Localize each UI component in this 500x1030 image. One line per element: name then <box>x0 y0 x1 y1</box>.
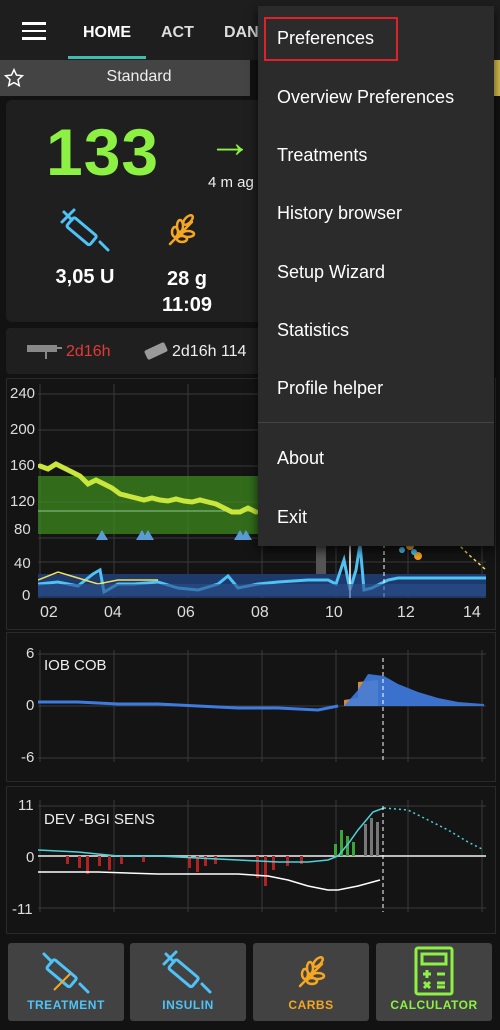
profile-bar[interactable] <box>0 60 250 96</box>
insulin-button[interactable] <box>130 943 246 1021</box>
bg-y-tick: 0 <box>22 587 31 604</box>
cob-amount: 28 g <box>166 268 208 290</box>
iob-cob-graph[interactable] <box>38 650 486 762</box>
bg-x-tick: 06 <box>177 604 195 621</box>
iob-y-tick: 0 <box>26 697 35 714</box>
iob-y-tick: -6 <box>21 749 35 766</box>
wheat-icon[interactable] <box>166 214 200 248</box>
overflow-menu <box>258 6 494 546</box>
dev-label: DEV -BGI SENS <box>44 811 155 828</box>
menu-item-preferences[interactable]: Preferences <box>277 28 375 48</box>
menu-item-highlight <box>264 17 398 61</box>
bg-y-tick: 160 <box>10 457 36 474</box>
insulin-icon <box>162 950 212 994</box>
calculator-label: CALCULATOR <box>390 998 478 1012</box>
cannula-age[interactable]: 2d16h <box>66 343 111 360</box>
carbs-button[interactable] <box>253 943 369 1021</box>
bg-value[interactable]: 133 <box>46 115 160 189</box>
iob-y-tick: 6 <box>26 645 35 662</box>
carbs-label: CARBS <box>288 998 334 1012</box>
calculator-icon <box>414 946 454 996</box>
bg-y-tick: 80 <box>14 521 31 538</box>
iob-cob-label: IOB COB <box>44 657 107 674</box>
tab-home[interactable]: HOME <box>83 24 131 41</box>
iob-value[interactable]: 3,05 U <box>55 266 115 288</box>
bg-x-tick: 08 <box>251 604 269 621</box>
menu-divider <box>258 422 494 423</box>
dev-y-tick: 11 <box>18 797 34 814</box>
tab-indicator <box>68 56 146 59</box>
time-ago: 4 m ag <box>208 174 254 191</box>
menu-item-setup-wizard[interactable]: Setup Wizard <box>277 262 386 282</box>
calculator-button[interactable] <box>376 943 492 1021</box>
treatment-icon <box>42 952 90 994</box>
sensor-icon <box>144 342 168 360</box>
menu-item-history-browser[interactable]: History browser <box>277 203 403 223</box>
treatment-button[interactable] <box>8 943 124 1021</box>
treatment-label: TREATMENT <box>27 998 105 1012</box>
tab-dana[interactable]: DAN <box>224 24 259 41</box>
menu-item-profile-helper[interactable]: Profile helper <box>277 378 384 398</box>
status-stripe <box>494 60 500 96</box>
menu-item-overview-preferences[interactable]: Overview Preferences <box>277 87 455 107</box>
bg-y-tick: 240 <box>10 385 36 402</box>
dev-y-tick: -11 <box>12 901 33 918</box>
menu-item-about[interactable]: About <box>277 448 325 468</box>
cob-value[interactable]: 28 g 11:09 <box>142 266 232 318</box>
carbs-icon <box>298 956 326 988</box>
cannula-icon <box>27 345 62 359</box>
insulin-label: INSULIN <box>162 998 214 1012</box>
bg-y-tick: 120 <box>10 493 36 510</box>
bg-y-tick: 40 <box>14 555 31 572</box>
bg-x-tick: 14 <box>463 604 481 621</box>
bg-x-tick: 02 <box>40 604 58 621</box>
syringe-icon[interactable] <box>60 208 112 252</box>
menu-icon[interactable] <box>22 22 46 40</box>
cob-time: 11:09 <box>161 294 213 316</box>
menu-item-statistics[interactable]: Statistics <box>277 320 350 340</box>
star-icon[interactable] <box>4 68 24 88</box>
sensor-age[interactable]: 2d16h 114 <box>172 343 247 360</box>
profile-name[interactable]: Standard <box>106 68 172 85</box>
menu-item-exit[interactable]: Exit <box>277 507 308 527</box>
dev-y-tick: 0 <box>26 849 35 866</box>
bg-x-tick: 12 <box>397 604 415 621</box>
deviations-graph[interactable] <box>38 800 486 912</box>
menu-item-treatments[interactable]: Treatments <box>277 145 368 165</box>
bg-y-tick: 200 <box>10 421 36 438</box>
trend-arrow-icon: → <box>208 118 252 167</box>
bg-x-tick: 04 <box>104 604 122 621</box>
bg-x-tick: 10 <box>325 604 343 621</box>
tab-actions[interactable]: ACT <box>161 24 194 41</box>
